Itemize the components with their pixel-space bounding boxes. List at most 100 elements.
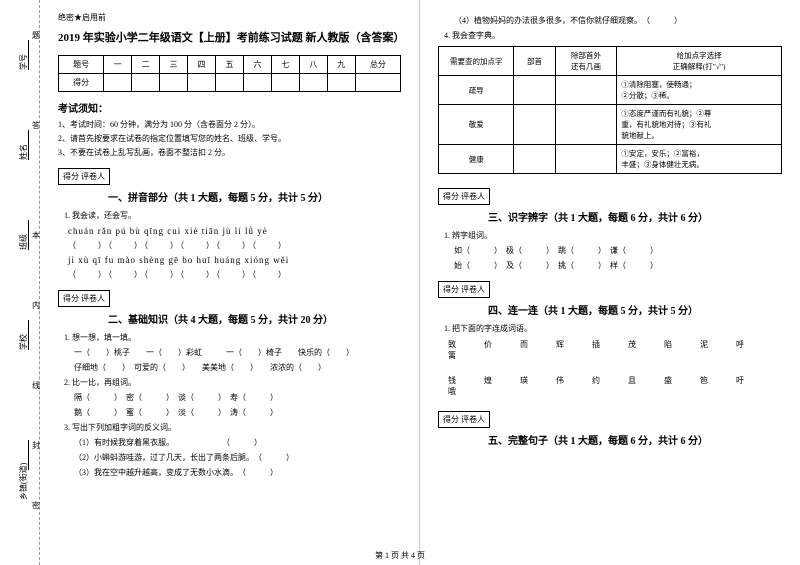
score-value-row: 得分: [59, 74, 401, 92]
secret-label: 绝密★启用前: [58, 12, 401, 23]
char-header: 需要查的加点字 部首 除部首外 还有几画 给加点字选择 正确解释(打"√"): [439, 47, 782, 76]
margin-line: [28, 440, 29, 470]
seal-char: 题: [32, 30, 40, 41]
score-box: 得分 评卷人: [58, 168, 110, 185]
blank-line: （ ）（ ）（ ）（ ）（ ）（ ）: [68, 269, 401, 280]
q2-2-l2: 鹅（ ） 蜜（ ） 淡（ ） 涛（ ）: [74, 407, 401, 419]
right-column: （4）植物妈妈的办法很多很多，不信你就仔细观察。 （ ） 4. 我会查字典。 需…: [420, 0, 800, 565]
th: 四: [188, 56, 216, 74]
q2-3: 3. 写出下列加粗字词的反义词。: [64, 422, 401, 434]
td-def: ①态度严谨而有礼貌；②尊 重，有礼貌地对待；③有礼 貌地献上。: [617, 105, 782, 145]
section-4-title: 四、连一连（共 1 大题，每题 5 分，共计 5 分）: [488, 302, 782, 317]
notice-item: 2、请首先按要求在试卷的指定位置填写您的姓名、班级、学号。: [58, 133, 401, 144]
char-row: 敬爱 ①态度严谨而有礼貌；②尊 重，有礼貌地对待；③有礼 貌地献上。: [439, 105, 782, 145]
td: [160, 74, 188, 92]
content-area: 绝密★启用前 2019 年实验小学二年级语文【上册】考前练习试题 新人教版（含答…: [40, 0, 800, 565]
td: [271, 74, 299, 92]
notice-title: 考试须知：: [58, 100, 401, 115]
q2-3-l2: （2）小蝌蚪游哇游，过了几天，长出了两条后腿。 （ ）: [74, 452, 401, 464]
td: [104, 74, 132, 92]
seal-char: 封: [32, 440, 40, 451]
score-box: 得分 评卷人: [438, 411, 490, 428]
seal-char: 内: [32, 300, 40, 311]
td: [514, 145, 555, 174]
td: [327, 74, 355, 92]
q2-3-l4: （4）植物妈妈的办法很多很多，不信你就仔细观察。 （ ）: [454, 15, 782, 27]
score-box: 得分 评卷人: [58, 290, 110, 307]
q2-1: 1. 想一想，填一填。: [64, 332, 401, 344]
score-box: 得分 评卷人: [438, 188, 490, 205]
td-word: 敬爱: [439, 105, 514, 145]
q4-1: 1. 把下面的字连成词语。: [444, 323, 782, 335]
th: 八: [299, 56, 327, 74]
section-2-title: 二、基础知识（共 4 大题，每题 5 分，共计 20 分）: [108, 311, 401, 326]
td: [355, 74, 400, 92]
td: [555, 105, 617, 145]
q2-2-l1: 隔（ ） 密（ ） 谈（ ） 寿（ ）: [74, 392, 401, 404]
th: 二: [132, 56, 160, 74]
binding-margin: 学号 姓名 班级 学校 乡镇(街道) 题 答 本 内 线 封 密: [0, 0, 40, 565]
td: [555, 76, 617, 105]
q2-3-l3: （3）我在空中越升越高，变成了无数小水滴。 （ ）: [74, 467, 401, 479]
td-label: 得分: [59, 74, 104, 92]
q3-l1: 如（ ） 极（ ） 跳（ ） 谦（ ）: [454, 245, 782, 257]
seal-char: 密: [32, 500, 40, 511]
td-def: ①清除阻塞，使畅通； ②分散；③稀。: [617, 76, 782, 105]
notice-item: 3、不要在试卷上乱写乱画，卷面不整洁扣 2 分。: [58, 147, 401, 158]
q2-3-l1: （1）有时候我穿着黑衣服。 （ ）: [74, 437, 401, 449]
th: 七: [271, 56, 299, 74]
td-word: 健康: [439, 145, 514, 174]
q3-l2: 始（ ） 及（ ） 挑（ ） 样（ ）: [454, 260, 782, 272]
margin-line: [28, 130, 29, 160]
pinyin-line: jì xù qī fu mào shèng gē bo huī huáng xi…: [68, 255, 401, 265]
th: 一: [104, 56, 132, 74]
td-def: ①安定，安乐；②富裕， 丰盛；③身体健壮无病。: [617, 145, 782, 174]
th: 总分: [355, 56, 400, 74]
td: [514, 105, 555, 145]
q2-2: 2. 比一比，再组词。: [64, 377, 401, 389]
score-header-row: 题号 一 二 三 四 五 六 七 八 九 总分: [59, 56, 401, 74]
char-row-2: 钱 煌 瑛 伟 约 且 盛 笆 吁 哦: [448, 375, 782, 397]
td: [299, 74, 327, 92]
exam-page: 学号 姓名 班级 学校 乡镇(街道) 题 答 本 内 线 封 密 绝密★启用前 …: [0, 0, 800, 565]
margin-line: [28, 220, 29, 250]
pinyin-line: chuán rǎn pú bù qīng cuì xiè tiān jù lí …: [68, 226, 401, 236]
section-3-title: 三、识字辨字（共 1 大题，每题 6 分，共计 6 分）: [488, 209, 782, 224]
th: 九: [327, 56, 355, 74]
th: 六: [243, 56, 271, 74]
th: 除部首外 还有几画: [555, 47, 617, 76]
margin-line: [28, 320, 29, 350]
q3-1: 1. 辨字组词。: [444, 230, 782, 242]
th: 部首: [514, 47, 555, 76]
page-footer: 第 1 页 共 4 页: [0, 550, 800, 561]
seal-char: 本: [32, 230, 40, 241]
score-table: 题号 一 二 三 四 五 六 七 八 九 总分 得分: [58, 55, 401, 92]
blank-line: （ ）（ ）（ ）（ ）（ ）（ ）: [68, 240, 401, 251]
q2-1-l2: 仔细地（ ） 可爱的（ ） 美美地（ ） 浓浓的（ ）: [74, 362, 401, 374]
th: 三: [160, 56, 188, 74]
th: 需要查的加点字: [439, 47, 514, 76]
section-1-title: 一、拼音部分（共 1 大题，每题 5 分，共计 5 分）: [108, 189, 401, 204]
section-5-title: 五、完整句子（共 1 大题，每题 6 分，共计 6 分）: [488, 432, 782, 447]
seal-char: 答: [32, 120, 40, 131]
margin-line: [28, 40, 29, 70]
dictionary-table: 需要查的加点字 部首 除部首外 还有几画 给加点字选择 正确解释(打"√") 疏…: [438, 46, 782, 174]
td: [514, 76, 555, 105]
th: 题号: [59, 56, 104, 74]
td: [188, 74, 216, 92]
left-column: 绝密★启用前 2019 年实验小学二年级语文【上册】考前练习试题 新人教版（含答…: [40, 0, 420, 565]
q2-1-l1: 一（ ）桃子 一（ ）彩虹 一（ ）椅子 快乐的（ ）: [74, 347, 401, 359]
td-word: 疏导: [439, 76, 514, 105]
th: 五: [215, 56, 243, 74]
td: [132, 74, 160, 92]
td: [215, 74, 243, 92]
char-row: 健康 ①安定，安乐；②富裕， 丰盛；③身体健壮无病。: [439, 145, 782, 174]
th: 给加点字选择 正确解释(打"√"): [617, 47, 782, 76]
score-box: 得分 评卷人: [438, 281, 490, 298]
char-row: 疏导 ①清除阻塞，使畅通； ②分散；③稀。: [439, 76, 782, 105]
char-row-1: 致 价 而 辉 插 茂 陷 泥 呼 篱: [448, 339, 782, 361]
seal-char: 线: [32, 380, 40, 391]
notice-item: 1、考试时间：60 分钟，满分为 100 分（含卷面分 2 分）。: [58, 119, 401, 130]
td: [555, 145, 617, 174]
q1: 1. 我会读，还会写。: [64, 210, 401, 222]
